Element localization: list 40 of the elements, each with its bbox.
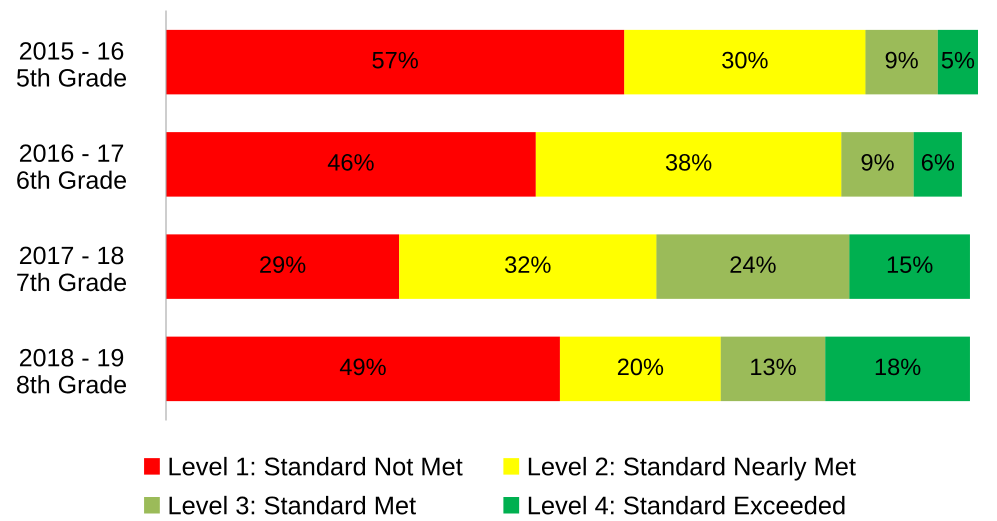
- data-label: 5%: [942, 52, 974, 68]
- bar: [166, 30, 624, 94]
- data-label: 9%: [862, 154, 894, 171]
- data-label: 9%: [886, 52, 918, 68]
- data-label: 13%: [751, 358, 796, 376]
- data-label: 57%: [372, 52, 418, 68]
- bar: [849, 234, 970, 299]
- bar: [560, 336, 721, 402]
- legend-label: Level 3: Standard Met: [170, 496, 416, 514]
- y-tick-label: 2016 - 17 6th Grade: [17, 144, 126, 189]
- legend-label: Level 1: Standard Not Met: [170, 456, 463, 476]
- bar: [825, 336, 970, 402]
- data-label: 18%: [876, 358, 920, 376]
- data-label: 20%: [618, 358, 664, 376]
- data-label: 38%: [666, 154, 712, 171]
- bar: [624, 30, 866, 94]
- legend-label: Level 2: Standard Nearly Met: [528, 456, 856, 481]
- data-label: 24%: [730, 256, 776, 273]
- bar: [720, 336, 826, 402]
- bar: [914, 132, 962, 197]
- bar: [536, 132, 842, 197]
- legend-label: Level 4: Standard Exceeded: [528, 496, 844, 514]
- y-tick-label: 2018 - 19 8th Grade: [17, 348, 126, 394]
- y-tick-label: 2017 - 18 7th Grade: [17, 246, 126, 292]
- data-label: 49%: [340, 358, 386, 376]
- bar: [865, 30, 938, 94]
- data-label: 15%: [888, 256, 932, 273]
- bar: [656, 234, 850, 299]
- bar: [399, 234, 656, 299]
- bar: [166, 132, 536, 197]
- y-tick-label: 2015 - 16 5th Grade: [16, 42, 126, 87]
- bar: [166, 234, 400, 299]
- data-label: 29%: [260, 256, 306, 273]
- data-label: 46%: [328, 154, 374, 171]
- data-label: 30%: [722, 52, 768, 68]
- bar: [938, 30, 978, 94]
- data-label: 32%: [505, 256, 551, 273]
- data-label: 6%: [922, 154, 954, 171]
- bar: [841, 132, 914, 197]
- bar: [166, 336, 560, 402]
